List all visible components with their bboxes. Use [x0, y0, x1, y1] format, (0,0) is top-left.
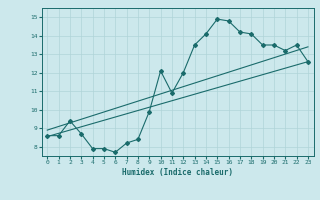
X-axis label: Humidex (Indice chaleur): Humidex (Indice chaleur): [122, 168, 233, 177]
